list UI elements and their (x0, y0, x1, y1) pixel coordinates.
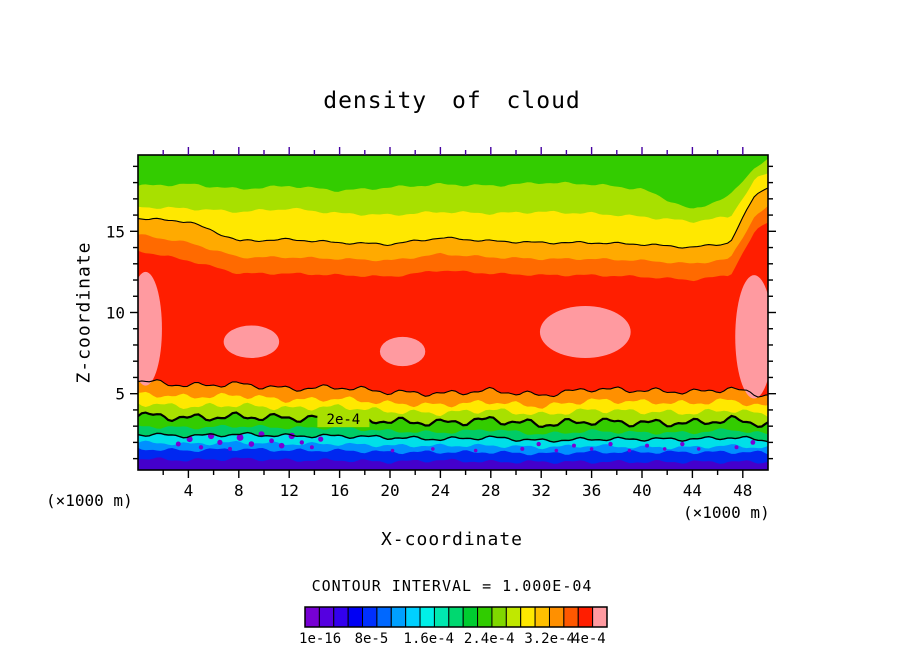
high-density-patch (138, 271, 162, 386)
low-level-speckle (390, 448, 395, 453)
x-axis-unit: (×1000 m) (683, 503, 770, 522)
colorbar-cell (592, 606, 608, 628)
low-level-speckle (299, 440, 304, 445)
x-tick-label: 24 (431, 481, 450, 500)
low-level-speckle (175, 441, 181, 447)
colorbar-cell (505, 606, 522, 628)
y-tick-label: 10 (106, 304, 125, 323)
low-level-speckle (227, 446, 232, 451)
colorbar-cell (333, 606, 349, 628)
low-level-speckle (680, 441, 685, 447)
low-level-speckle (473, 448, 478, 453)
low-level-speckle (318, 436, 324, 442)
colorbar-label: 1.6e-4 (404, 631, 455, 647)
x-tick-label: 4 (184, 481, 194, 500)
low-level-speckle (217, 439, 223, 445)
colorbar-frame (304, 606, 608, 628)
band-dark-violet (138, 457, 768, 470)
colorbar-cell (362, 606, 378, 628)
contour-line-orange-upper (138, 187, 768, 249)
high-density-patch (223, 325, 280, 358)
x-tick-label: 32 (532, 481, 551, 500)
colorbar-label: 4e-4 (572, 631, 606, 647)
colorbar-cell (376, 606, 392, 628)
low-level-speckle (589, 447, 594, 451)
colorbar-cell (477, 606, 493, 628)
high-density-patch (735, 275, 768, 399)
low-level-speckle (236, 434, 244, 441)
low-level-speckle (571, 443, 576, 448)
chart-title: density of cloud (323, 88, 581, 114)
colorbar-cell (405, 606, 421, 628)
low-level-speckle (627, 448, 632, 453)
colorbar-label: 2.4e-4 (464, 631, 515, 647)
colorbar-label: 8e-5 (355, 631, 389, 647)
low-level-speckle (278, 442, 285, 449)
y-tick-label: 15 (106, 222, 125, 241)
low-level-speckle (269, 438, 274, 444)
axis-ticks (130, 147, 776, 478)
x-axis-label: X-coordinate (380, 529, 524, 550)
low-level-speckle (750, 439, 756, 445)
colorbar-cell (548, 606, 565, 628)
low-level-speckle (662, 447, 667, 451)
colorbar-cell (491, 606, 507, 628)
colorbar-cell (520, 606, 536, 628)
colorbar-cell (534, 606, 550, 628)
x-tick-label: 8 (234, 481, 244, 500)
colorbar-cell (577, 606, 594, 628)
contour-interval-note: CONTOUR INTERVAL = 1.000E-04 (311, 577, 593, 595)
x-tick-label: 16 (330, 481, 349, 500)
contour-line-label: 2e-4 (327, 412, 361, 428)
colorbar-cell (347, 606, 364, 628)
contour-line-orange-lower (138, 379, 768, 398)
colorbar-label: 3.2e-4 (524, 631, 575, 647)
low-level-speckle (431, 447, 435, 451)
y-axis-label: Z-coordinate (73, 241, 95, 384)
high-density-patch (379, 336, 426, 367)
y-axis-unit: (×1000 m) (46, 491, 133, 510)
colorbar-cell (448, 606, 464, 628)
low-level-speckle (554, 448, 559, 453)
colorbar-cell (318, 606, 335, 628)
colorbar-cell (304, 606, 320, 628)
x-tick-label: 36 (582, 481, 601, 500)
colorbar-cell (419, 606, 435, 628)
contour-line-cyan (138, 431, 768, 443)
low-level-speckle (608, 441, 613, 447)
x-tick-label: 40 (632, 481, 651, 500)
x-tick-label: 48 (733, 481, 752, 500)
colorbar-label: 1e-16 (299, 631, 341, 647)
low-level-speckle (309, 445, 314, 450)
low-level-speckle (520, 446, 525, 451)
low-level-speckle (536, 441, 541, 447)
x-tick-label: 44 (683, 481, 702, 500)
colorbar-cell (390, 606, 407, 628)
colorbar: 1e-16 8e-5 1.6e-4 2.4e-4 3.2e-44e-4 (299, 606, 608, 647)
contour-field: 2e-4 (138, 155, 768, 470)
low-level-speckle (248, 441, 255, 447)
colorbar-cell (563, 606, 579, 628)
y-tick-label: 5 (115, 385, 125, 404)
low-level-speckle (734, 445, 739, 450)
x-tick-label: 12 (280, 481, 299, 500)
contour-line-green-lower (138, 411, 768, 429)
contour-label-bg (317, 410, 370, 428)
colorbar-cell (433, 606, 450, 628)
x-tick-label: 20 (380, 481, 399, 500)
low-level-speckle (198, 445, 204, 450)
high-density-patch (539, 306, 631, 358)
colorbar-cell (462, 606, 479, 628)
low-level-speckle (645, 443, 650, 448)
x-tick-label: 28 (481, 481, 500, 500)
low-level-speckle (696, 447, 701, 451)
